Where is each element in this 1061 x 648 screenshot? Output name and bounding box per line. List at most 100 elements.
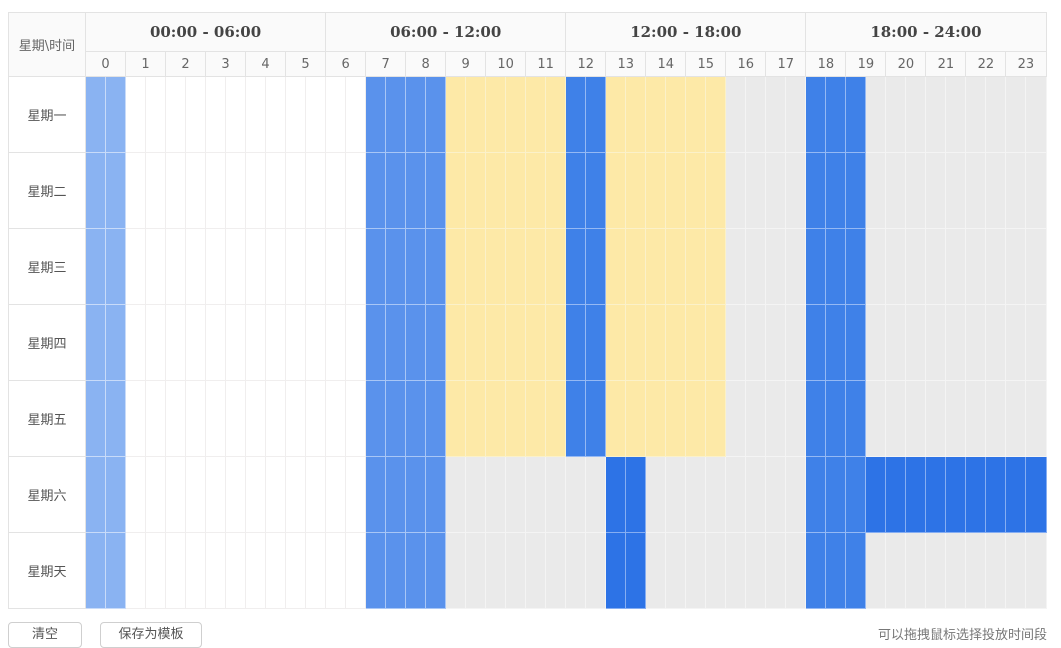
time-slot-cell[interactable] (765, 532, 787, 609)
time-slot-cell[interactable] (525, 304, 547, 381)
time-slot-cell[interactable] (885, 456, 907, 533)
time-slot-cell[interactable] (185, 152, 206, 229)
time-slot-cell[interactable] (465, 380, 487, 457)
time-slot-cell[interactable] (1025, 380, 1047, 457)
time-slot-cell[interactable] (645, 532, 667, 609)
time-slot-cell[interactable] (705, 76, 727, 153)
time-slot-cell[interactable] (205, 304, 226, 381)
time-slot-cell[interactable] (685, 152, 707, 229)
time-slot-cell[interactable] (445, 152, 467, 229)
time-slot-cell[interactable] (85, 228, 106, 305)
time-slot-cell[interactable] (85, 380, 106, 457)
time-slot-cell[interactable] (85, 76, 106, 153)
time-slot-cell[interactable] (145, 380, 166, 457)
time-slot-cell[interactable] (645, 152, 667, 229)
time-slot-cell[interactable] (304, 380, 327, 457)
time-slot-cell[interactable] (425, 228, 447, 305)
time-slot-cell[interactable] (105, 228, 126, 305)
time-slot-cell[interactable] (304, 532, 327, 609)
time-slot-cell[interactable] (445, 380, 467, 457)
time-slot-cell[interactable] (1025, 304, 1047, 381)
time-slot-cell[interactable] (485, 76, 507, 153)
time-slot-cell[interactable] (145, 228, 166, 305)
time-slot-cell[interactable] (105, 76, 126, 153)
time-slot-cell[interactable] (245, 304, 266, 381)
time-slot-cell[interactable] (545, 228, 567, 305)
time-slot-cell[interactable] (745, 76, 767, 153)
time-slot-cell[interactable] (705, 456, 727, 533)
time-slot-cell[interactable] (245, 152, 266, 229)
time-slot-cell[interactable] (565, 228, 587, 305)
time-slot-cell[interactable] (945, 456, 967, 533)
time-slot-cell[interactable] (885, 228, 907, 305)
time-slot-cell[interactable] (265, 152, 286, 229)
time-slot-cell[interactable] (665, 304, 687, 381)
time-slot-cell[interactable] (845, 228, 867, 305)
time-slot-cell[interactable] (225, 76, 246, 153)
time-slot-cell[interactable] (625, 152, 647, 229)
time-slot-cell[interactable] (225, 532, 246, 609)
time-slot-cell[interactable] (1005, 532, 1027, 609)
time-slot-cell[interactable] (145, 456, 166, 533)
time-slot-cell[interactable] (585, 152, 607, 229)
time-slot-cell[interactable] (265, 456, 286, 533)
time-slot-cell[interactable] (645, 76, 667, 153)
time-slot-cell[interactable] (145, 532, 166, 609)
time-slot-cell[interactable] (905, 304, 927, 381)
time-slot-cell[interactable] (304, 228, 327, 305)
time-slot-cell[interactable] (245, 532, 266, 609)
time-slot-cell[interactable] (925, 304, 947, 381)
time-slot-cell[interactable] (965, 380, 987, 457)
time-slot-cell[interactable] (945, 76, 967, 153)
time-schedule-grid[interactable]: 星期\时间 00:00 - 06:00 06:00 - 12:00 12:00 … (8, 12, 1047, 609)
time-slot-cell[interactable] (625, 456, 647, 533)
time-slot-cell[interactable] (525, 76, 547, 153)
time-slot-cell[interactable] (405, 228, 427, 305)
time-slot-cell[interactable] (345, 532, 367, 609)
time-slot-cell[interactable] (965, 456, 987, 533)
time-slot-cell[interactable] (345, 76, 367, 153)
time-slot-cell[interactable] (485, 228, 507, 305)
time-slot-cell[interactable] (545, 456, 567, 533)
time-slot-cell[interactable] (965, 532, 987, 609)
time-slot-cell[interactable] (765, 456, 787, 533)
time-slot-cell[interactable] (645, 380, 667, 457)
time-slot-cell[interactable] (805, 76, 827, 153)
time-slot-cell[interactable] (945, 152, 967, 229)
time-slot-cell[interactable] (405, 380, 427, 457)
time-slot-cell[interactable] (385, 152, 407, 229)
time-slot-cell[interactable] (285, 532, 306, 609)
time-slot-cell[interactable] (225, 380, 246, 457)
time-slot-cell[interactable] (325, 532, 347, 609)
time-slot-cell[interactable] (1005, 76, 1027, 153)
time-slot-cell[interactable] (185, 304, 206, 381)
time-slot-cell[interactable] (585, 456, 607, 533)
time-slot-cell[interactable] (185, 380, 206, 457)
time-slot-cell[interactable] (485, 152, 507, 229)
time-slot-cell[interactable] (265, 532, 286, 609)
time-slot-cell[interactable] (125, 380, 146, 457)
time-slot-cell[interactable] (285, 152, 306, 229)
time-slot-cell[interactable] (165, 76, 186, 153)
time-slot-cell[interactable] (605, 228, 627, 305)
time-slot-cell[interactable] (685, 532, 707, 609)
time-slot-cell[interactable] (685, 380, 707, 457)
time-slot-cell[interactable] (1025, 152, 1047, 229)
time-slot-cell[interactable] (505, 152, 527, 229)
time-slot-cell[interactable] (365, 304, 387, 381)
time-slot-cell[interactable] (965, 228, 987, 305)
time-slot-cell[interactable] (825, 304, 847, 381)
time-slot-cell[interactable] (345, 456, 367, 533)
time-slot-cell[interactable] (165, 304, 186, 381)
time-slot-cell[interactable] (385, 76, 407, 153)
time-slot-cell[interactable] (925, 456, 947, 533)
time-slot-cell[interactable] (985, 76, 1007, 153)
time-slot-cell[interactable] (865, 228, 887, 305)
time-slot-cell[interactable] (685, 304, 707, 381)
time-slot-cell[interactable] (205, 456, 226, 533)
time-slot-cell[interactable] (445, 456, 467, 533)
time-slot-cell[interactable] (785, 304, 807, 381)
time-slot-cell[interactable] (505, 532, 527, 609)
time-slot-cell[interactable] (405, 532, 427, 609)
time-slot-cell[interactable] (625, 304, 647, 381)
